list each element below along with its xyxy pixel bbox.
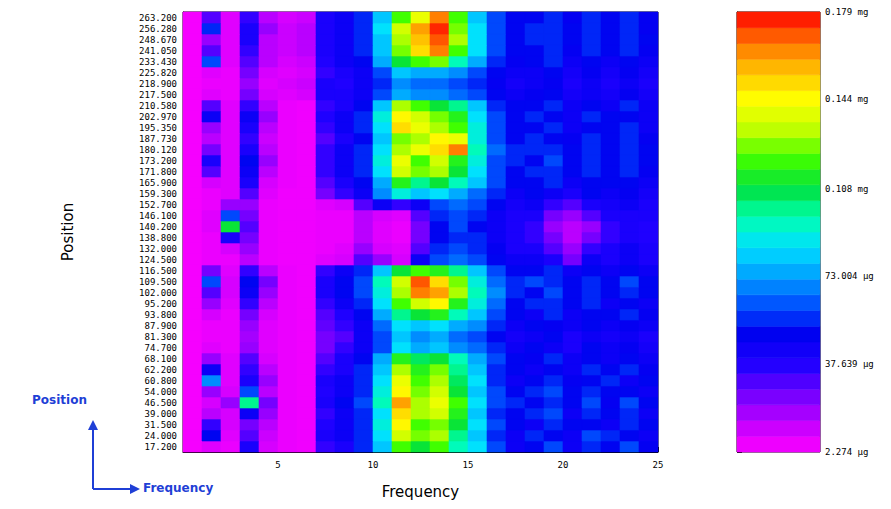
svg-text:Frequency: Frequency [382, 483, 460, 501]
svg-text:2.274 µg: 2.274 µg [825, 447, 868, 457]
svg-text:102.000: 102.000 [139, 288, 177, 298]
svg-text:171.800: 171.800 [139, 167, 177, 177]
svg-text:60.800: 60.800 [144, 376, 177, 386]
svg-text:256.280: 256.280 [139, 24, 177, 34]
svg-text:73.004 µg: 73.004 µg [825, 271, 874, 281]
svg-text:210.580: 210.580 [139, 101, 177, 111]
svg-text:116.500: 116.500 [139, 266, 177, 276]
svg-text:93.800: 93.800 [144, 310, 177, 320]
svg-text:159.300: 159.300 [139, 189, 177, 199]
svg-text:138.800: 138.800 [139, 233, 177, 243]
svg-text:140.200: 140.200 [139, 222, 177, 232]
svg-text:31.500: 31.500 [144, 420, 177, 430]
svg-text:46.500: 46.500 [144, 398, 177, 408]
svg-text:0.108 mg: 0.108 mg [825, 184, 868, 194]
svg-text:25: 25 [653, 460, 664, 470]
svg-text:173.200: 173.200 [139, 156, 177, 166]
svg-text:165.900: 165.900 [139, 178, 177, 188]
svg-text:218.900: 218.900 [139, 79, 177, 89]
svg-text:24.000: 24.000 [144, 431, 177, 441]
svg-text:225.820: 225.820 [139, 68, 177, 78]
svg-text:10: 10 [368, 460, 379, 470]
svg-text:0.144 mg: 0.144 mg [825, 94, 868, 104]
svg-text:152.700: 152.700 [139, 200, 177, 210]
svg-text:54.000: 54.000 [144, 387, 177, 397]
svg-text:95.200: 95.200 [144, 299, 177, 309]
svg-text:109.500: 109.500 [139, 277, 177, 287]
svg-text:146.100: 146.100 [139, 211, 177, 221]
svg-text:Frequency: Frequency [143, 481, 213, 495]
svg-text:132.000: 132.000 [139, 244, 177, 254]
svg-text:81.300: 81.300 [144, 332, 177, 342]
svg-text:187.730: 187.730 [139, 134, 177, 144]
svg-text:241.050: 241.050 [139, 46, 177, 56]
svg-text:180.120: 180.120 [139, 145, 177, 155]
svg-text:20: 20 [558, 460, 569, 470]
svg-text:Position: Position [59, 203, 77, 261]
svg-text:233.430: 233.430 [139, 57, 177, 67]
svg-text:37.639 µg: 37.639 µg [825, 359, 874, 369]
svg-text:5: 5 [275, 460, 280, 470]
svg-text:87.900: 87.900 [144, 321, 177, 331]
svg-text:217.500: 217.500 [139, 90, 177, 100]
svg-text:195.350: 195.350 [139, 123, 177, 133]
svg-text:202.970: 202.970 [139, 112, 177, 122]
svg-text:124.500: 124.500 [139, 255, 177, 265]
svg-text:68.100: 68.100 [144, 354, 177, 364]
svg-text:248.670: 248.670 [139, 35, 177, 45]
svg-text:74.700: 74.700 [144, 343, 177, 353]
svg-text:17.200: 17.200 [144, 442, 177, 452]
svg-text:62.200: 62.200 [144, 365, 177, 375]
svg-text:263.200: 263.200 [139, 13, 177, 23]
svg-text:Position: Position [32, 393, 87, 407]
svg-text:15: 15 [463, 460, 474, 470]
svg-text:39.000: 39.000 [144, 409, 177, 419]
svg-text:0.179 mg: 0.179 mg [825, 7, 868, 17]
